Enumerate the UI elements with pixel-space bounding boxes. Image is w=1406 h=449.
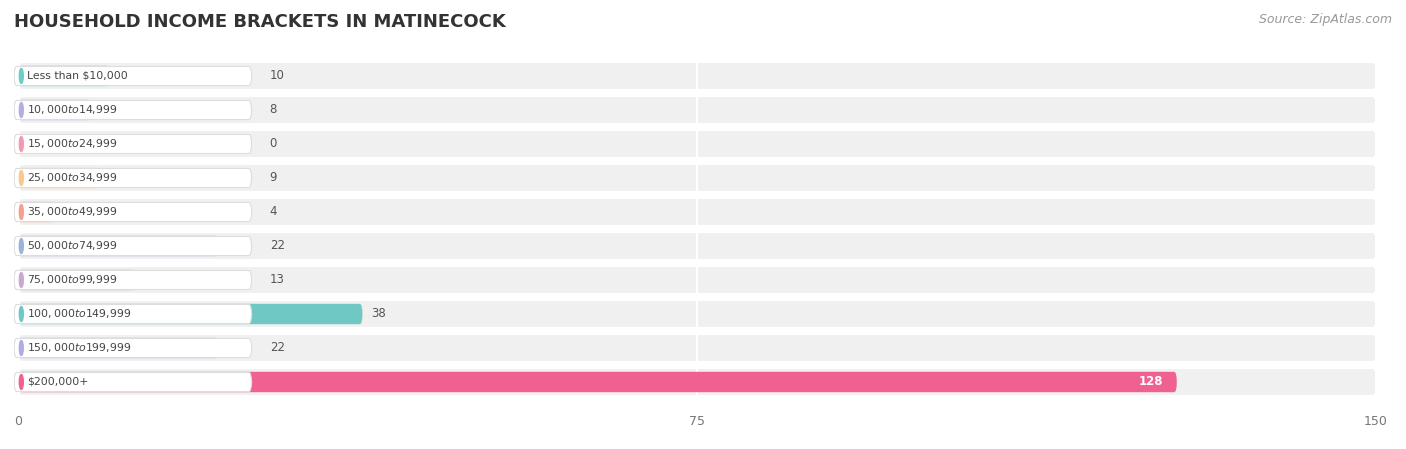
Text: 22: 22 bbox=[270, 342, 284, 355]
Text: 22: 22 bbox=[270, 239, 284, 252]
Text: Less than $10,000: Less than $10,000 bbox=[27, 71, 128, 81]
Circle shape bbox=[20, 273, 24, 287]
FancyBboxPatch shape bbox=[18, 335, 1376, 361]
FancyBboxPatch shape bbox=[18, 100, 91, 120]
Text: 0: 0 bbox=[270, 137, 277, 150]
Text: 9: 9 bbox=[270, 172, 277, 185]
Text: HOUSEHOLD INCOME BRACKETS IN MATINECOCK: HOUSEHOLD INCOME BRACKETS IN MATINECOCK bbox=[14, 13, 506, 31]
Text: $200,000+: $200,000+ bbox=[27, 377, 89, 387]
FancyBboxPatch shape bbox=[18, 301, 1376, 327]
Text: $100,000 to $149,999: $100,000 to $149,999 bbox=[27, 308, 131, 321]
FancyBboxPatch shape bbox=[18, 131, 1376, 157]
FancyBboxPatch shape bbox=[18, 66, 110, 86]
FancyBboxPatch shape bbox=[18, 97, 1376, 123]
FancyBboxPatch shape bbox=[14, 304, 252, 324]
Text: $35,000 to $49,999: $35,000 to $49,999 bbox=[27, 206, 117, 219]
FancyBboxPatch shape bbox=[18, 236, 218, 256]
FancyBboxPatch shape bbox=[18, 369, 1376, 395]
Text: $150,000 to $199,999: $150,000 to $199,999 bbox=[27, 342, 131, 355]
FancyBboxPatch shape bbox=[14, 237, 252, 255]
Text: 10: 10 bbox=[270, 70, 284, 83]
Circle shape bbox=[20, 102, 24, 118]
Text: 4: 4 bbox=[270, 206, 277, 219]
Circle shape bbox=[20, 136, 24, 151]
Text: 38: 38 bbox=[371, 308, 387, 321]
Text: $25,000 to $34,999: $25,000 to $34,999 bbox=[27, 172, 117, 185]
FancyBboxPatch shape bbox=[14, 66, 252, 85]
FancyBboxPatch shape bbox=[18, 270, 136, 290]
FancyBboxPatch shape bbox=[18, 233, 1376, 259]
Text: $15,000 to $24,999: $15,000 to $24,999 bbox=[27, 137, 117, 150]
Text: Source: ZipAtlas.com: Source: ZipAtlas.com bbox=[1258, 13, 1392, 26]
FancyBboxPatch shape bbox=[14, 134, 252, 154]
FancyBboxPatch shape bbox=[18, 63, 1376, 89]
FancyBboxPatch shape bbox=[18, 267, 1376, 293]
Circle shape bbox=[20, 340, 24, 356]
Circle shape bbox=[20, 171, 24, 185]
FancyBboxPatch shape bbox=[14, 373, 252, 392]
Circle shape bbox=[20, 238, 24, 254]
Text: $75,000 to $99,999: $75,000 to $99,999 bbox=[27, 273, 117, 286]
FancyBboxPatch shape bbox=[18, 304, 363, 324]
Circle shape bbox=[20, 374, 24, 389]
Text: 128: 128 bbox=[1139, 375, 1163, 388]
Circle shape bbox=[20, 69, 24, 84]
Circle shape bbox=[20, 204, 24, 220]
Text: $50,000 to $74,999: $50,000 to $74,999 bbox=[27, 239, 117, 252]
FancyBboxPatch shape bbox=[14, 339, 252, 357]
FancyBboxPatch shape bbox=[18, 202, 55, 222]
FancyBboxPatch shape bbox=[14, 168, 252, 188]
FancyBboxPatch shape bbox=[14, 202, 252, 221]
FancyBboxPatch shape bbox=[18, 168, 100, 188]
FancyBboxPatch shape bbox=[14, 270, 252, 290]
FancyBboxPatch shape bbox=[18, 199, 1376, 225]
FancyBboxPatch shape bbox=[18, 372, 1177, 392]
FancyBboxPatch shape bbox=[18, 338, 218, 358]
Text: 13: 13 bbox=[270, 273, 284, 286]
Circle shape bbox=[20, 307, 24, 321]
FancyBboxPatch shape bbox=[14, 101, 252, 119]
Text: $10,000 to $14,999: $10,000 to $14,999 bbox=[27, 103, 117, 116]
FancyBboxPatch shape bbox=[18, 165, 1376, 191]
Text: 8: 8 bbox=[270, 103, 277, 116]
